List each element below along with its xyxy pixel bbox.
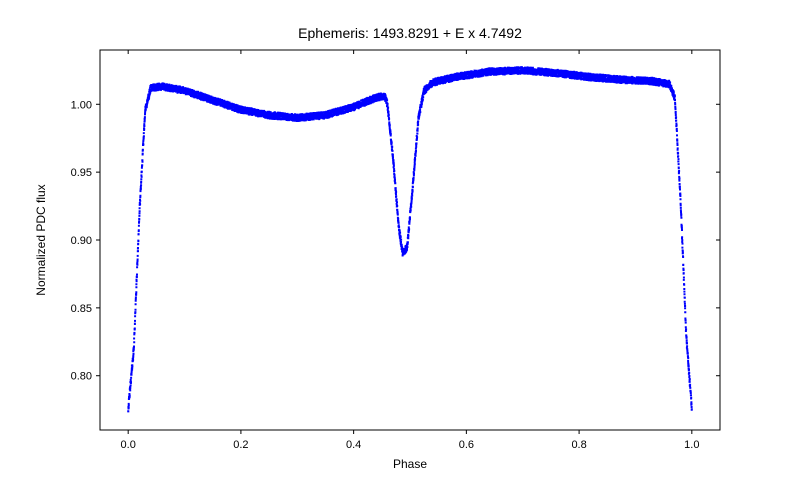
y-tick-label: 0.85 — [71, 303, 92, 315]
chart-title: Ephemeris: 1493.8291 + E x 4.7492 — [298, 25, 522, 41]
y-tick-label: 1.00 — [71, 99, 92, 111]
x-tick-label: 1.0 — [684, 439, 699, 451]
x-tick-label: 0.2 — [233, 439, 248, 451]
x-tick-label: 0.6 — [459, 439, 474, 451]
x-axis-label: Phase — [393, 457, 427, 471]
x-tick-label: 0.8 — [571, 439, 586, 451]
chart-container: 0.0 0.2 0.4 0.6 0.8 1.0 0.80 0.85 0.90 0.95 1.00 Ph… — [0, 0, 800, 500]
light-curve-chart: 0.0 0.2 0.4 0.6 0.8 1.0 0.80 0.85 0.90 0.95 1.00 Ph… — [0, 0, 800, 500]
y-tick-label: 0.90 — [71, 235, 92, 247]
chart-background — [0, 0, 800, 500]
x-tick-label: 0.4 — [346, 439, 361, 451]
y-tick-label: 0.80 — [71, 371, 92, 383]
y-axis-label: Normalized PDC flux — [34, 184, 48, 295]
y-tick-label: 0.95 — [71, 167, 92, 179]
x-tick-label: 0.0 — [121, 439, 136, 451]
